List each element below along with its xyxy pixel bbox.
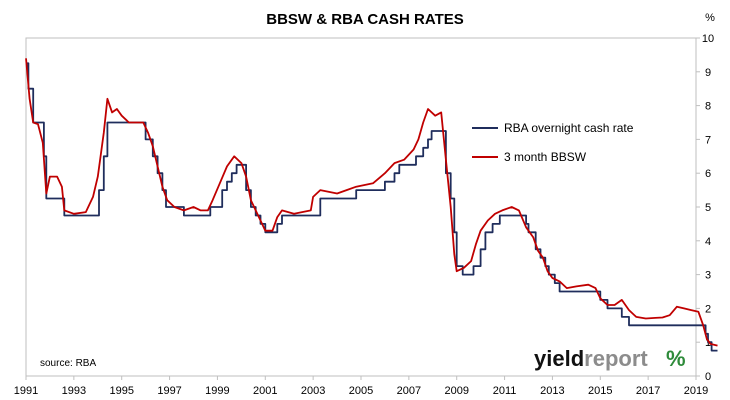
y-tick-label: 10 — [702, 33, 714, 45]
legend-label-bbsw: 3 month BBSW — [504, 150, 587, 164]
x-tick-label: 1997 — [157, 385, 181, 397]
series-lines — [25, 58, 718, 352]
x-tick-label: 2003 — [301, 385, 325, 397]
x-axis-ticks: 1991 1993 1995 1997 1999 2001 2003 2005 2007 2009… — [14, 376, 708, 397]
x-tick-label: 2019 — [684, 385, 708, 397]
x-tick-label: 2007 — [397, 385, 421, 397]
x-tick-label: 2011 — [493, 385, 517, 397]
source-note: source: RBA — [40, 358, 96, 369]
y-tick-label: 9 — [705, 67, 711, 79]
y-tick-label: 8 — [705, 101, 711, 113]
x-tick-label: 1993 — [62, 385, 86, 397]
x-tick-label: 1995 — [109, 385, 133, 397]
y-tick-label: 4 — [705, 236, 711, 248]
x-tick-label: 2017 — [636, 385, 660, 397]
x-tick-label: 1991 — [14, 385, 38, 397]
x-tick-label: 2013 — [540, 385, 564, 397]
x-tick-label: 2015 — [588, 385, 612, 397]
y-tick-label: 2 — [705, 303, 711, 315]
x-tick-label: 2009 — [444, 385, 468, 397]
x-tick-label: 1999 — [205, 385, 229, 397]
y-tick-label: 0 — [705, 371, 711, 383]
logo-yield: yield — [534, 346, 584, 371]
y-tick-label: 5 — [705, 202, 711, 214]
y-axis-ticks: 0 1 2 3 4 5 6 7 8 9 10 — [696, 33, 714, 383]
chart-title: BBSW & RBA CASH RATES — [266, 11, 464, 28]
yieldreport-logo: yieldreport % — [534, 346, 686, 371]
legend-label-cash-rate: RBA overnight cash rate — [504, 121, 634, 135]
logo-text: yieldreport — [534, 346, 648, 371]
x-tick-label: 2005 — [349, 385, 373, 397]
y-axis-unit: % — [705, 12, 715, 24]
y-tick-label: 6 — [705, 168, 711, 180]
legend: RBA overnight cash rate 3 month BBSW — [472, 121, 634, 164]
series-line-bbsw — [25, 58, 718, 347]
x-tick-label: 2001 — [253, 385, 277, 397]
y-tick-label: 7 — [705, 134, 711, 146]
y-tick-label: 1 — [705, 337, 711, 349]
logo-report: report — [584, 346, 648, 371]
logo-percent-icon: % — [666, 346, 686, 371]
y-tick-label: 3 — [705, 270, 711, 282]
